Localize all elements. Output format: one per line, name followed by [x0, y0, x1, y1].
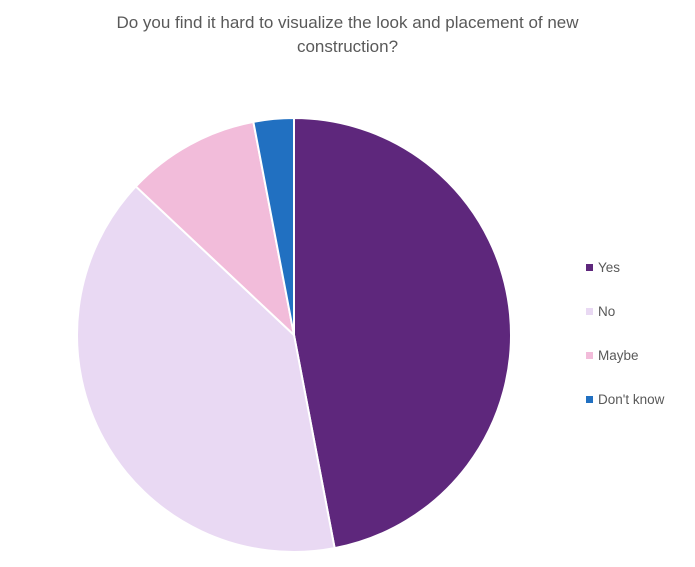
- legend-label-maybe: Maybe: [598, 347, 639, 363]
- legend-swatch-maybe: [586, 351, 593, 359]
- pie-slice-yes: [293, 117, 512, 550]
- legend-label-don-t-know: Don't know: [598, 391, 665, 407]
- pie-slices: [76, 117, 512, 553]
- legend-label-no: No: [598, 303, 616, 319]
- pie-slice-don-t-know: [252, 117, 295, 336]
- pie-slice-no: [76, 185, 336, 553]
- pie-slice-maybe: [134, 120, 295, 336]
- legend-swatch-don-t-know: [586, 395, 593, 403]
- legend-item-maybe: Maybe: [586, 346, 639, 364]
- legend-item-yes: Yes: [586, 258, 620, 276]
- legend-item-don-t-know: Don't know: [586, 390, 664, 408]
- legend-label-yes: Yes: [598, 259, 621, 275]
- legend-swatch-no: [586, 307, 593, 315]
- legend-swatch-yes: [586, 263, 593, 271]
- legend-item-no: No: [586, 302, 615, 320]
- chart-title: Do you find it hard to visualize the loo…: [116, 13, 579, 56]
